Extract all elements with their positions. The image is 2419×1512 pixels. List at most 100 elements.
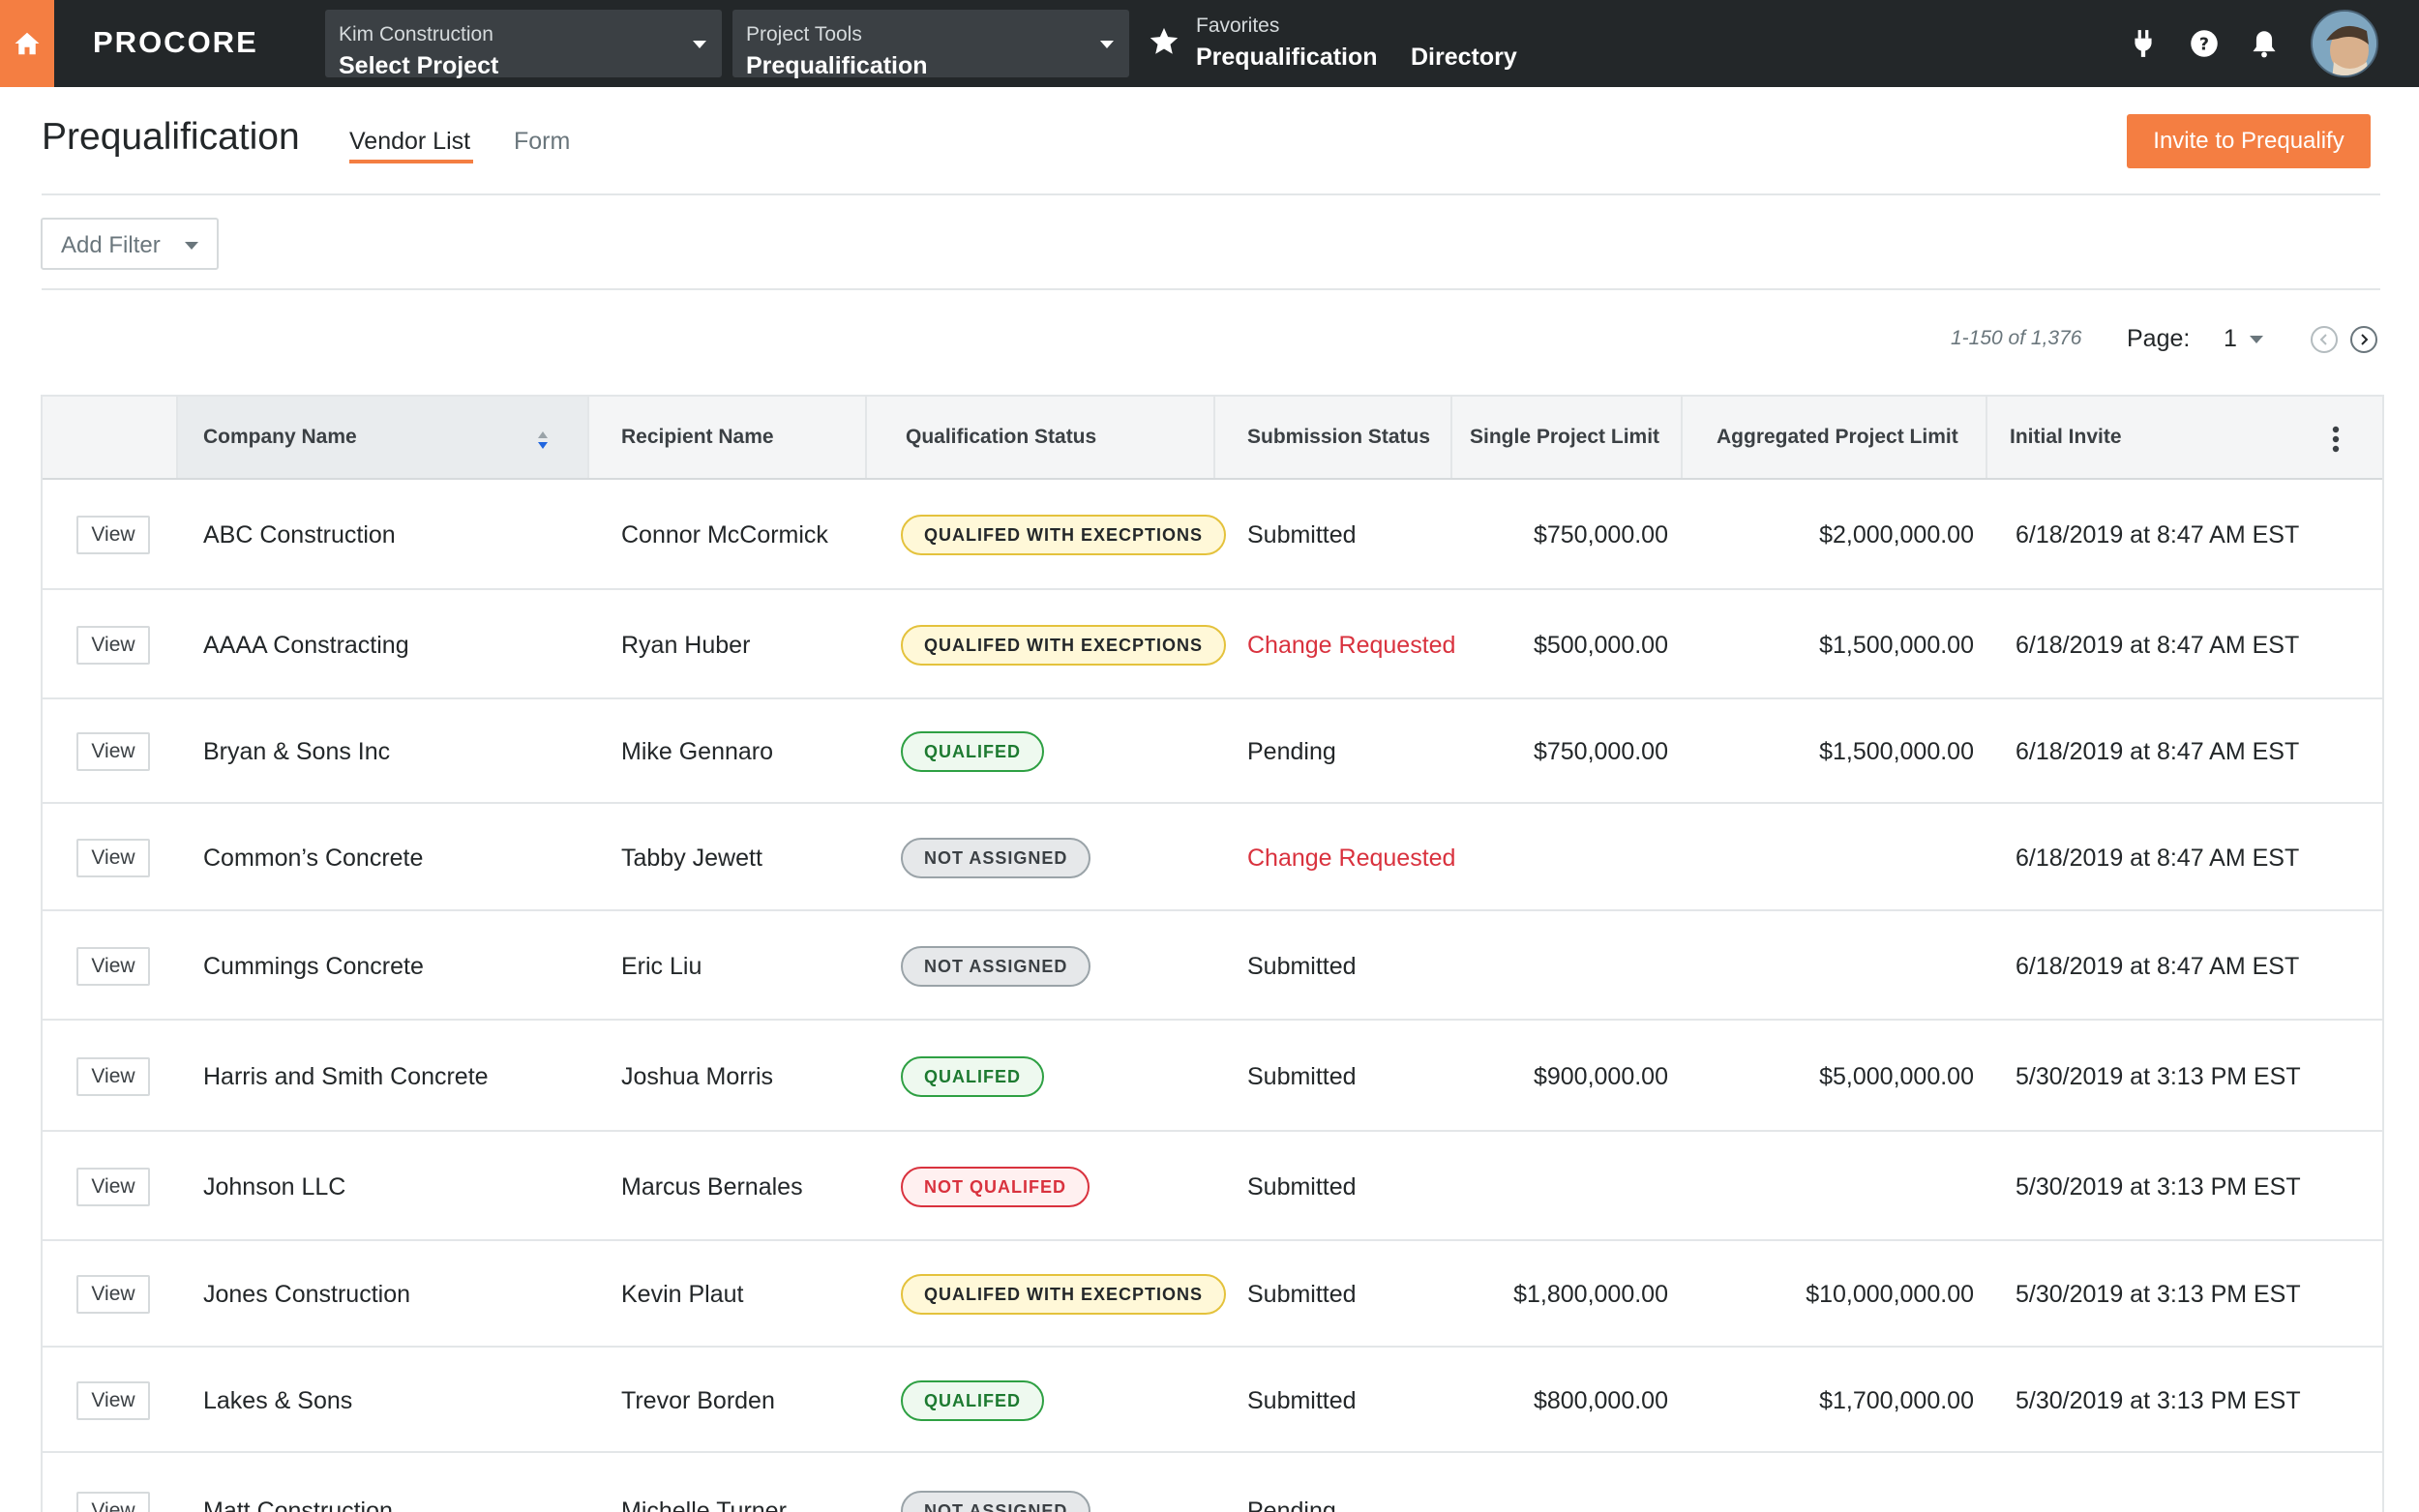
apps-button[interactable] — [2127, 27, 2160, 60]
aggregated-project-limit-cell: $10,000,000.00 — [1806, 1281, 1974, 1308]
view-button[interactable]: View — [76, 1381, 150, 1420]
table-row[interactable]: View Cummings Concrete Eric Liu NOT ASSIGNE… — [43, 911, 2382, 1021]
qualification-status-badge: NOT ASSIGNED — [901, 946, 1091, 987]
tools-value: Prequalification — [746, 52, 928, 79]
tools-caption: Project Tools — [746, 23, 862, 45]
column-header-qualification-status[interactable]: Qualification Status — [906, 426, 1097, 448]
home-button[interactable] — [0, 0, 54, 87]
plug-icon — [2135, 30, 2152, 57]
tab-form[interactable]: Form — [514, 128, 571, 155]
qualification-status-badge: QUALIFED WITH EXECPTIONS — [901, 1274, 1227, 1315]
qualification-status-badge: QUALIFED WITH EXECPTIONS — [901, 515, 1227, 555]
column-header-initial-invite[interactable]: Initial Invite — [2010, 426, 2122, 448]
recipient-name-cell: Ryan Huber — [621, 632, 751, 659]
qualification-status-badge: QUALIFED — [901, 1056, 1044, 1097]
qualification-status-badge: NOT QUALIFED — [901, 1167, 1090, 1207]
recipient-name-cell: Tabby Jewett — [621, 845, 762, 872]
initial-invite-cell: 5/30/2019 at 3:13 PM EST — [2016, 1387, 2301, 1414]
help-icon: ? — [2191, 30, 2218, 57]
company-project-select[interactable]: Kim Construction Select Project — [325, 10, 722, 79]
column-header-recipient-name[interactable]: Recipient Name — [621, 426, 774, 448]
favorite-link-directory[interactable]: Directory — [1411, 44, 1517, 71]
qualification-status-badge: QUALIFED — [901, 1380, 1044, 1421]
sort-icon[interactable] — [536, 430, 550, 451]
add-filter-button[interactable]: Add Filter — [41, 218, 219, 270]
home-icon — [15, 32, 40, 55]
column-header-company-name[interactable]: Company Name — [203, 426, 357, 448]
table-row[interactable]: View AAAA Constracting Ryan Huber QUALIFED … — [43, 590, 2382, 699]
svg-text:?: ? — [2199, 35, 2209, 54]
company-name-cell: Common’s Concrete — [203, 845, 424, 872]
user-avatar[interactable] — [2311, 10, 2378, 77]
column-separator — [587, 397, 589, 478]
table-row[interactable]: View ABC Construction Connor McCormick QUAL… — [43, 480, 2382, 590]
view-button[interactable]: View — [76, 1168, 150, 1206]
chevron-down-icon — [185, 242, 198, 250]
recipient-name-cell: Mike Gennaro — [621, 738, 774, 765]
aggregated-project-limit-cell: $1,500,000.00 — [1819, 738, 1974, 765]
submission-status-cell: Change Requested — [1247, 845, 1456, 872]
table-row[interactable]: View Common’s Concrete Tabby Jewett NOT ASS… — [43, 804, 2382, 911]
chevron-down-icon — [693, 41, 706, 48]
column-separator — [1986, 397, 1987, 478]
recipient-name-cell: Trevor Borden — [621, 1387, 775, 1414]
view-button[interactable]: View — [76, 626, 150, 665]
submission-status-cell: Submitted — [1247, 1063, 1357, 1090]
view-button[interactable]: View — [76, 516, 150, 554]
single-project-limit-cell: $900,000.00 — [1533, 1063, 1668, 1090]
view-button[interactable]: View — [76, 1492, 150, 1512]
company-name-cell: AAAA Constracting — [203, 632, 409, 659]
table-row[interactable]: View Bryan & Sons Inc Mike Gennaro QUALIFED… — [43, 699, 2382, 804]
table-row[interactable]: View Jones Construction Kevin Plaut QUALIFE… — [43, 1241, 2382, 1348]
recipient-name-cell: Joshua Morris — [621, 1063, 773, 1090]
project-value: Select Project — [339, 52, 499, 79]
company-name-cell: Bryan & Sons Inc — [203, 738, 391, 765]
submission-status-cell: Submitted — [1247, 1387, 1357, 1414]
invite-to-prequalify-button[interactable]: Invite to Prequalify — [2127, 114, 2371, 168]
page-select[interactable]: 1 — [2224, 325, 2237, 352]
column-header-aggregated-project-limit[interactable]: Aggregated Project Limit — [1717, 426, 1958, 448]
recipient-name-cell: Marcus Bernales — [621, 1173, 803, 1201]
next-page-button[interactable] — [2350, 326, 2377, 353]
aggregated-project-limit-cell: $1,500,000.00 — [1819, 632, 1974, 659]
column-separator — [1213, 397, 1215, 478]
initial-invite-cell: 6/18/2019 at 8:47 AM EST — [2016, 953, 2300, 980]
result-range: 1-150 of 1,376 — [1951, 327, 2082, 349]
table-row[interactable]: View Matt Construction Michelle Turner NOT … — [43, 1453, 2382, 1512]
previous-page-button[interactable] — [2311, 326, 2338, 353]
help-button[interactable]: ? — [2188, 27, 2221, 60]
header-divider — [42, 193, 2380, 195]
avatar-image — [2313, 12, 2376, 75]
favorites-caption: Favorites — [1196, 15, 1280, 37]
view-button[interactable]: View — [76, 1275, 150, 1314]
view-button[interactable]: View — [76, 1057, 150, 1096]
chevron-down-icon[interactable] — [2250, 336, 2263, 343]
notifications-button[interactable] — [2248, 27, 2281, 60]
view-button[interactable]: View — [76, 839, 150, 877]
column-header-single-project-limit[interactable]: Single Project Limit — [1470, 426, 1660, 448]
view-button[interactable]: View — [76, 732, 150, 771]
view-button[interactable]: View — [76, 947, 150, 986]
single-project-limit-cell: $800,000.00 — [1533, 1387, 1668, 1414]
column-header-submission-status[interactable]: Submission Status — [1247, 426, 1431, 448]
company-name-cell: Matt Construction — [203, 1497, 393, 1512]
initial-invite-cell: 6/18/2019 at 8:47 AM EST — [2016, 521, 2300, 548]
column-separator — [1450, 397, 1452, 478]
table-row[interactable]: View Lakes & Sons Trevor Borden QUALIFED Sub… — [43, 1348, 2382, 1453]
tab-vendor-list[interactable]: Vendor List — [349, 128, 471, 155]
recipient-name-cell: Eric Liu — [621, 953, 702, 980]
single-project-limit-cell: $750,000.00 — [1533, 521, 1668, 548]
aggregated-project-limit-cell: $5,000,000.00 — [1819, 1063, 1974, 1090]
table-row[interactable]: View Harris and Smith Concrete Joshua Morr… — [43, 1021, 2382, 1132]
table-row[interactable]: View Johnson LLC Marcus Bernales NOT QUALIF… — [43, 1132, 2382, 1241]
project-tools-select[interactable]: Project Tools Prequalification — [732, 10, 1129, 79]
favorite-link-prequalification[interactable]: Prequalification — [1196, 44, 1378, 71]
chevron-left-icon — [2319, 334, 2327, 345]
recipient-name-cell: Connor McCormick — [621, 521, 828, 548]
company-name-cell: Cummings Concrete — [203, 953, 424, 980]
company-name-cell: Harris and Smith Concrete — [203, 1063, 489, 1090]
initial-invite-cell: 5/30/2019 at 3:13 PM EST — [2016, 1063, 2301, 1090]
more-vertical-icon[interactable] — [2332, 426, 2340, 453]
add-filter-label: Add Filter — [61, 232, 161, 258]
submission-status-cell: Submitted — [1247, 953, 1357, 980]
